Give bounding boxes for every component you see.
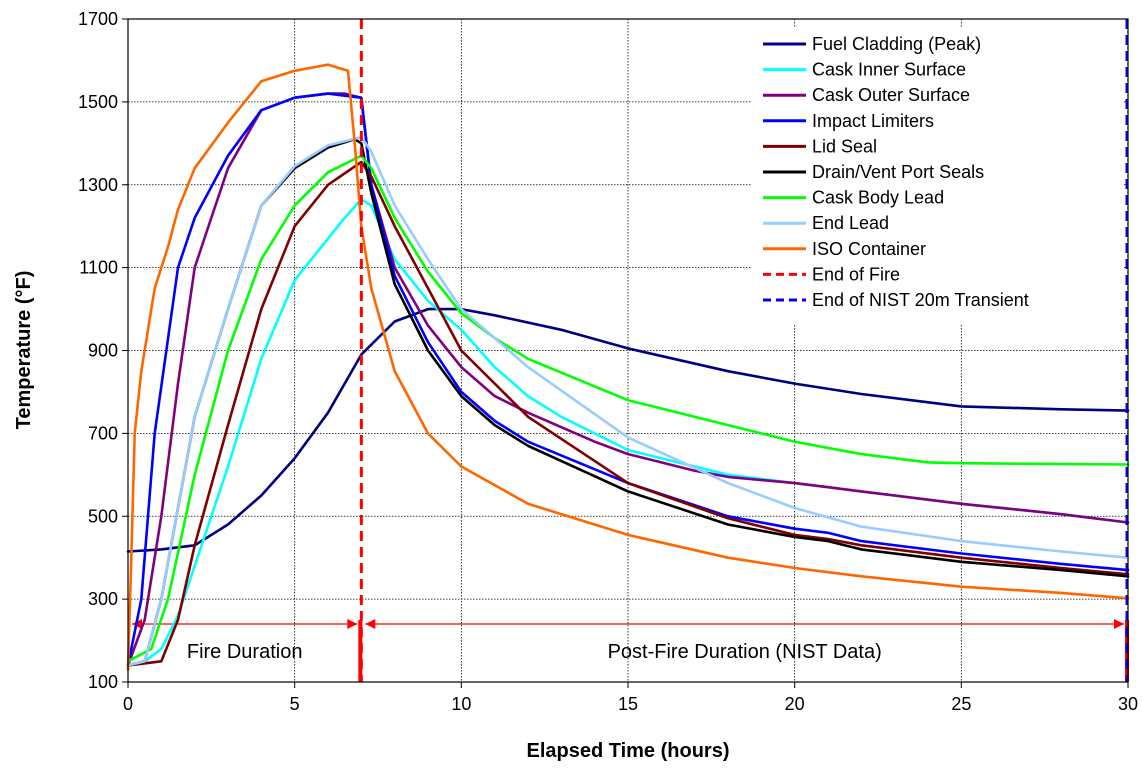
tick-labels: 100 300 500 700 900 1100 1300 1500 1700 0 5 10 15 20 2… — [78, 9, 1138, 714]
legend-label: Drain/Vent Port Seals — [812, 162, 984, 182]
legend-label: End of NIST 20m Transient — [812, 290, 1029, 310]
x-tick-label: 25 — [951, 694, 971, 714]
y-tick-label: 1300 — [78, 175, 118, 195]
series-line — [126, 160, 1130, 667]
legend-label: End of Fire — [812, 264, 900, 284]
x-tick-label: 10 — [451, 694, 471, 714]
y-tick-label: 1700 — [78, 9, 118, 29]
y-tick-label: 700 — [88, 423, 118, 443]
series-line — [126, 92, 1130, 667]
legend-label: Cask Body Lead — [812, 188, 944, 208]
y-tick-label: 1100 — [79, 258, 118, 278]
y-tick-label: 100 — [88, 672, 118, 692]
x-axis-title: Elapsed Time (hours) — [526, 740, 729, 762]
series-line — [126, 63, 1130, 671]
legend-label: Lid Seal — [812, 136, 877, 156]
y-tick-label: 500 — [88, 506, 118, 526]
y-tick-label: 900 — [88, 341, 118, 361]
series-lines — [126, 63, 1130, 671]
series-line — [126, 92, 1130, 667]
y-axis-title: Temperature (°F) — [13, 271, 35, 430]
legend-label: Fuel Cladding (Peak) — [812, 34, 981, 54]
legend-label: Impact Limiters — [812, 111, 934, 131]
x-tick-label: 0 — [123, 694, 133, 714]
duration-label: Fire Duration — [187, 641, 303, 663]
x-tick-label: 20 — [785, 694, 805, 714]
plot-frame — [127, 18, 1129, 683]
legend: Fuel Cladding (Peak) Cask Inner Surface Ca… — [763, 34, 1029, 310]
reference-lines — [359, 19, 1129, 682]
legend-label: Cask Outer Surface — [812, 85, 970, 105]
legend-label: End Lead — [812, 213, 889, 233]
legend-box — [752, 28, 1124, 324]
series-line — [126, 307, 1130, 553]
x-tick-label: 5 — [290, 694, 300, 714]
duration-label: Post-Fire Duration (NIST Data) — [608, 641, 882, 663]
duration-annotations: Fire Duration Post-Fire Duration (NIST Da… — [132, 618, 1129, 682]
arrowhead-right — [347, 618, 358, 629]
series-line — [126, 135, 1130, 667]
y-tick-label: 1500 — [78, 92, 118, 112]
x-tick-label: 15 — [618, 694, 638, 714]
arrowhead-left — [365, 618, 376, 629]
series-line — [126, 154, 1130, 663]
legend-label: Cask Inner Surface — [812, 60, 966, 80]
x-tick-label: 30 — [1118, 694, 1138, 714]
y-tick-label: 300 — [88, 589, 118, 609]
legend-label: ISO Container — [812, 239, 926, 259]
arrowhead-right — [1114, 618, 1124, 629]
